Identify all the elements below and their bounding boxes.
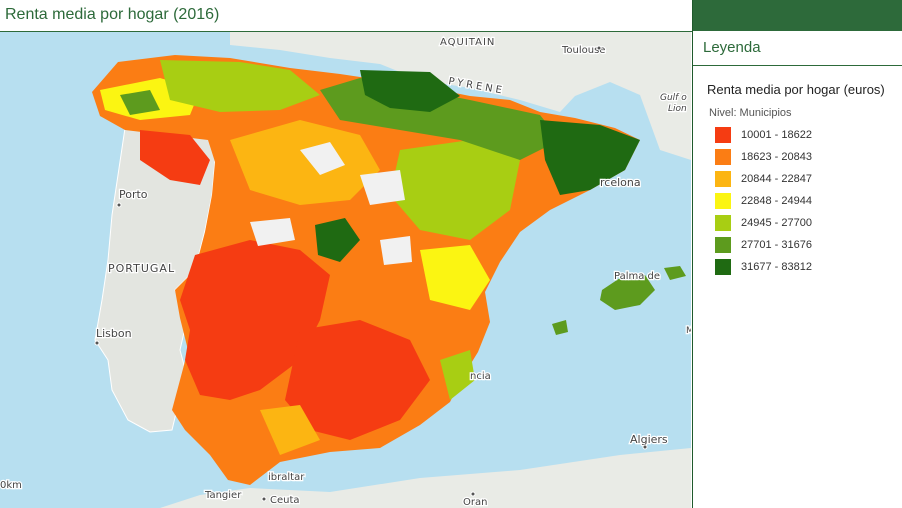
legend-label: 24945 - 27700: [741, 217, 812, 229]
legend-label: 31677 - 83812: [741, 261, 812, 273]
no-data-patch: [380, 236, 412, 265]
no-data-patch: [360, 170, 405, 205]
region-darkgreen-basque: [360, 70, 460, 112]
label-ceuta: Ceuta: [270, 495, 300, 506]
label-gibraltar: ibraltar: [268, 472, 305, 483]
legend-swatch: [715, 193, 731, 209]
label-aquitain: AQUITAIN: [440, 37, 495, 48]
ibiza: [552, 320, 568, 335]
legend-panel-header: [693, 0, 902, 31]
legend-item: 31677 - 83812: [715, 256, 812, 278]
legend-level-label: Nivel: Municipios: [709, 107, 792, 119]
city-dot-algiers: [642, 444, 648, 450]
label-porto: Porto: [119, 188, 148, 201]
legend-swatch: [715, 127, 731, 143]
legend-layer-title: Renta media por hogar (euros): [707, 82, 885, 97]
africa-land: [160, 448, 691, 508]
region-lightgreen-murcia: [440, 350, 475, 400]
region-red-west: [180, 240, 330, 400]
region-yellow-east: [420, 245, 490, 310]
label-toulouse: Toulouse: [561, 45, 605, 56]
legend-label: 22848 - 24944: [741, 195, 812, 207]
region-amber-center: [230, 120, 380, 205]
label-gulf: Gulf o: [660, 93, 687, 103]
legend-label: 18623 - 20843: [741, 151, 812, 163]
region-green-coast: [120, 90, 160, 115]
mallorca: [600, 275, 655, 310]
legend-item: 10001 - 18622: [715, 124, 812, 146]
legend-swatch: [715, 149, 731, 165]
portugal-land: [94, 127, 216, 433]
region-darkgreen-catalonia: [540, 120, 640, 195]
legend-panel-title: Leyenda: [703, 39, 761, 56]
map-canvas[interactable]: AQUITAIN Toulouse PYRENE Gulf o Lion rce…: [0, 32, 691, 508]
legend-label: 20844 - 22847: [741, 173, 812, 185]
label-tangier: Tangier: [204, 490, 242, 501]
label-lion: Lion: [668, 104, 687, 114]
map-title: Renta media por hogar (2016): [5, 6, 220, 23]
legend-panel: Leyenda Renta media por hogar (euros) Ni…: [692, 0, 902, 508]
legend-swatch: [715, 237, 731, 253]
label-valencia: ncia: [470, 371, 491, 382]
legend-list: 10001 - 18622 18623 - 20843 20844 - 22847 2…: [715, 124, 812, 278]
city-dot-toulouse: [596, 45, 602, 51]
legend-item: 27701 - 31676: [715, 234, 812, 256]
label-portugal: PORTUGAL: [108, 262, 175, 275]
city-dot-oran: [470, 491, 476, 497]
legend-label: 10001 - 18622: [741, 129, 812, 141]
map-view[interactable]: AQUITAIN Toulouse PYRENE Gulf o Lion rce…: [0, 32, 691, 508]
legend-item: 24945 - 27700: [715, 212, 812, 234]
divider: [693, 65, 902, 66]
city-dot-lisbon: [94, 340, 100, 346]
legend-item: 20844 - 22847: [715, 168, 812, 190]
label-palma: Palma de: [614, 271, 660, 282]
menorca: [664, 266, 686, 280]
region-darkgreen-madrid: [315, 218, 360, 262]
label-lisbon: Lisbon: [96, 327, 132, 340]
region-amber-south: [260, 405, 320, 455]
scale-label: 0km: [0, 480, 22, 491]
legend-swatch: [715, 215, 731, 231]
region-lightgreen-aragon: [390, 140, 520, 240]
title-bar: Renta media por hogar (2016): [0, 0, 692, 32]
region-red-galicia: [140, 130, 210, 185]
france-land: [230, 32, 691, 160]
legend-item: 22848 - 24944: [715, 190, 812, 212]
legend-item: 18623 - 20843: [715, 146, 812, 168]
city-dot-porto: [116, 202, 122, 208]
no-data-patch: [300, 142, 345, 175]
region-lightgreen-north: [160, 60, 320, 112]
legend-swatch: [715, 171, 731, 187]
label-oran: Oran: [463, 497, 487, 508]
region-red-south: [285, 320, 430, 440]
no-data-patch: [250, 218, 295, 246]
label-algiers: Algiers: [630, 433, 668, 446]
legend-swatch: [715, 259, 731, 275]
legend-label: 27701 - 31676: [741, 239, 812, 251]
label-barcelona: rcelona: [600, 176, 641, 189]
label-edge-m: M: [686, 326, 691, 336]
city-dot-ceuta: [261, 496, 267, 502]
